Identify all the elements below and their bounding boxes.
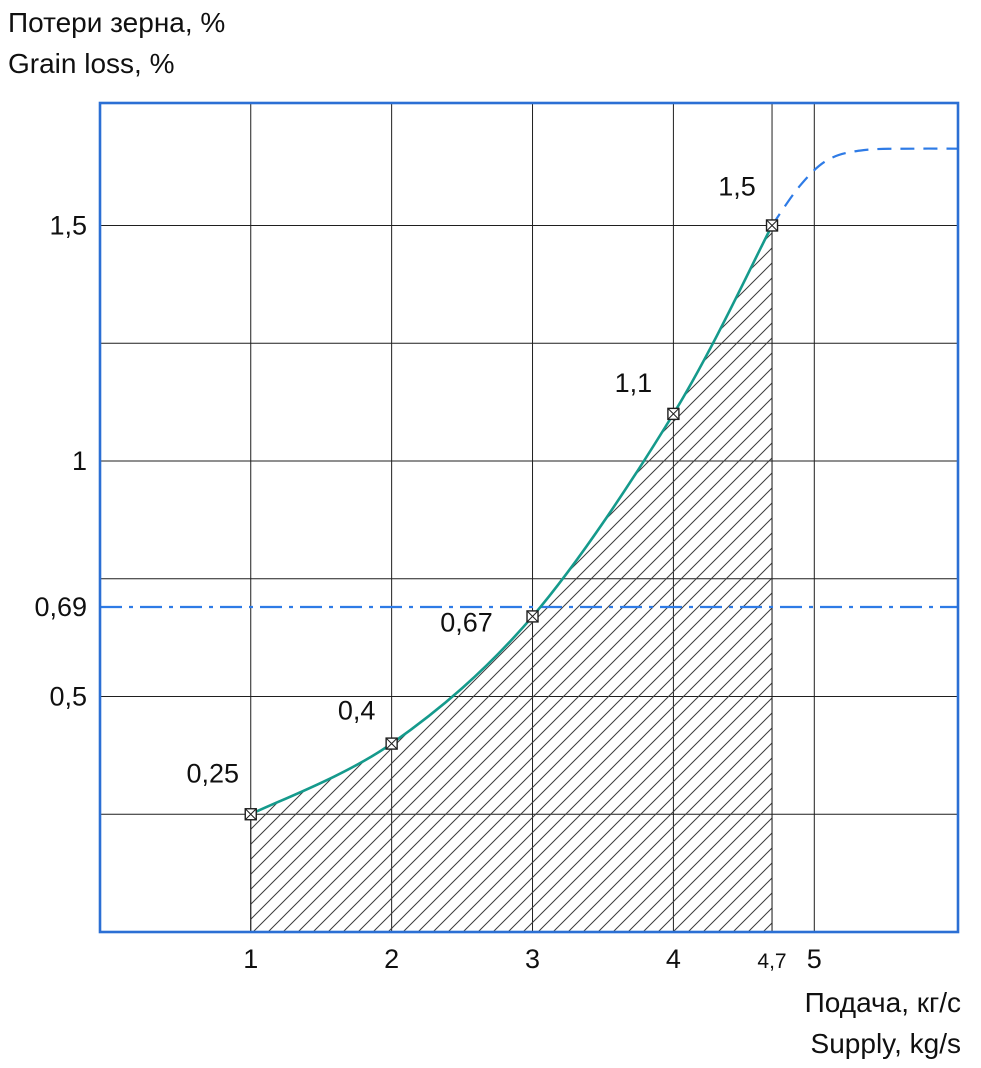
data-point-marker [244, 808, 257, 821]
point-label: 0,4 [338, 696, 376, 726]
grain-loss-curve [250, 224, 774, 816]
x-tick-label: 1 [243, 944, 258, 974]
point-label: 0,67 [440, 608, 493, 638]
plot-border [98, 101, 960, 934]
x-tick-label: 3 [525, 944, 540, 974]
point-label: 1,5 [718, 172, 756, 202]
x-axis-title-ru: Подача, кг/с [804, 987, 961, 1018]
x-tick-label: 4 [666, 944, 681, 974]
data-point-marker [385, 737, 398, 750]
point-label: 1,1 [615, 368, 653, 398]
x-axis-title: Подача, кг/с Supply, kg/s [805, 982, 961, 1064]
y-axis-title-ru: Потери зерна, % [8, 7, 226, 38]
y-tick-label: 1 [72, 446, 87, 476]
x-axis-title-en: Supply, kg/s [810, 1028, 961, 1059]
data-point-marker [667, 407, 680, 421]
y-tick-label: 0,5 [49, 681, 87, 711]
data-point-marker [526, 610, 539, 623]
x-tick-label: 2 [384, 944, 399, 974]
x-tick-label: 5 [807, 944, 822, 974]
y-axis-title: Потери зерна, % Grain loss, % [8, 2, 225, 84]
y-tick-label: 0,69 [34, 592, 87, 622]
data-point-marker [765, 219, 779, 232]
point-label: 0,25 [186, 758, 239, 788]
y-axis-title-en: Grain loss, % [8, 48, 175, 79]
x-tick-label: 4,7 [757, 950, 786, 973]
extrapolated-curve [771, 147, 959, 227]
y-tick-label: 1,5 [49, 210, 87, 240]
